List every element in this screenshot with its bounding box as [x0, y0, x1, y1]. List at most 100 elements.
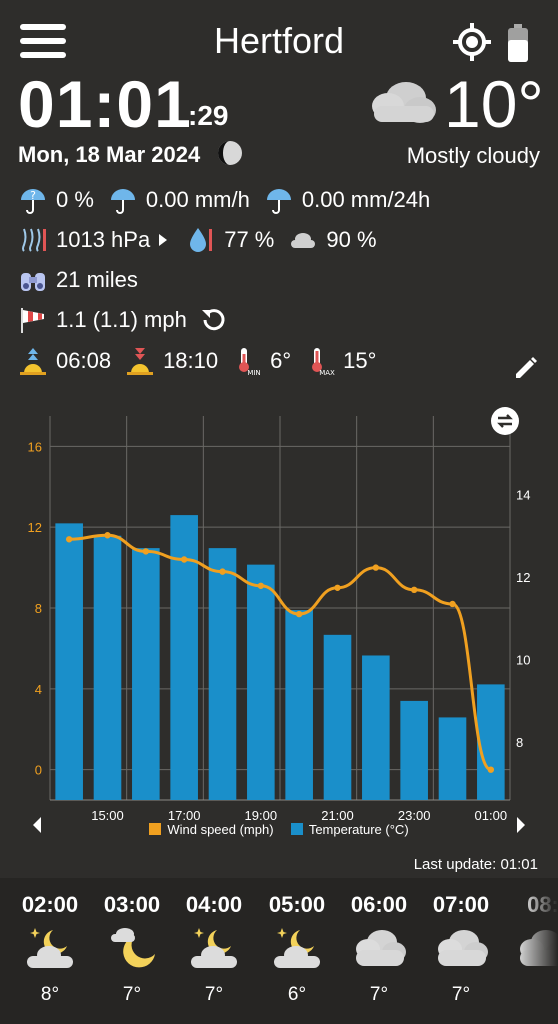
forecast-time: 05:00	[268, 892, 326, 917]
hourly-chart: 0 4 8 12 16 8 10 12 14 15:00 17:00 19:00 21:00 23:00 0…	[28, 416, 530, 823]
wind-speed-point	[65, 536, 73, 543]
forecast-temp: 6°	[287, 984, 307, 1005]
temperature-bar	[362, 655, 390, 800]
x-tick-label: 15:00	[91, 808, 124, 823]
x-tick-label: 23:00	[398, 808, 431, 823]
wind-speed-point	[487, 766, 495, 773]
current-condition: Mostly cloudy	[406, 143, 540, 168]
precip-row: ? 0 % 0.00 mm/h 0.00 mm/24h	[18, 183, 444, 217]
temp-max-icon: MAX	[312, 348, 335, 376]
precip-chance-value: 0 %	[56, 187, 94, 212]
temp-max-value: 15°	[343, 348, 377, 373]
windsock-icon	[21, 308, 44, 333]
legend-temp-label: Temperature (°C)	[308, 822, 409, 837]
y-left-tick-label: 8	[35, 601, 42, 616]
current-seconds: :29	[188, 100, 229, 131]
cloud-icon	[356, 930, 406, 966]
pressure-trend-icon	[159, 234, 168, 246]
forecast-item[interactable]: 04:00 7°	[173, 878, 255, 1024]
top-bar: Hertford	[0, 0, 558, 80]
forecast-item[interactable]: 06:00 7°	[338, 878, 420, 1024]
x-tick-label: 01:00	[475, 808, 508, 823]
sun-temp-row: 06:08 18:10 MIN 6° MAX 15°	[18, 344, 390, 378]
y-left-tick-label: 4	[35, 682, 42, 697]
locate-icon[interactable]	[452, 22, 492, 62]
wind-speed-point	[104, 532, 111, 539]
wind-speed-point	[257, 582, 265, 589]
wind-speed-point	[180, 556, 188, 563]
pressure-row: 1013 hPa 77 % 90 %	[18, 223, 391, 257]
current-time: 01:01	[18, 67, 192, 141]
precip-chance-icon: ?	[21, 189, 45, 214]
cloud-icon	[372, 82, 436, 123]
temp-min-icon: MIN	[239, 348, 261, 376]
pressure-value: 1013 hPa	[56, 227, 151, 252]
wind-speed-point	[410, 586, 418, 594]
umbrella-24h-icon	[266, 189, 291, 214]
swap-chart-icon[interactable]	[490, 406, 520, 436]
y-right-tick-label: 8	[516, 735, 523, 750]
precip-24h-value: 0.00 mm/24h	[301, 187, 431, 212]
partly-cloudy-night-icon	[27, 928, 73, 968]
temperature-bar	[400, 700, 428, 800]
legend-wind-swatch	[149, 823, 162, 835]
chart-next-arrow-icon[interactable]	[514, 816, 528, 834]
humidity-value: 77 %	[224, 227, 275, 252]
wind-speed-point	[295, 610, 303, 618]
hourly-forecast[interactable]: 02:00 8° 03:00 7° 04:00 7° 05:00	[0, 878, 558, 1024]
temperature-bar	[323, 634, 352, 800]
forecast-time: 02:00	[21, 892, 79, 917]
wind-speed-point	[142, 548, 150, 555]
last-update: Last update: 01:01	[413, 856, 538, 873]
binoculars-icon	[21, 273, 45, 291]
moon-phase-icon	[218, 141, 242, 165]
sunrise-value: 06:08	[56, 348, 112, 373]
forecast-temp: 7°	[204, 984, 224, 1005]
chart-prev-arrow-icon[interactable]	[30, 816, 44, 834]
svg-text:MIN: MIN	[247, 369, 260, 376]
precip-rate-value: 0.00 mm/h	[145, 187, 250, 212]
y-right-tick-label: 14	[516, 487, 530, 502]
sunset-icon	[127, 348, 154, 375]
forecast-time: 07:00	[432, 892, 490, 917]
visibility-row: 21 miles	[18, 263, 152, 297]
edit-pencil-icon[interactable]	[512, 354, 540, 382]
chart-legend: Wind speed (mph) Temperature (°C)	[0, 822, 558, 837]
x-tick-label: 19:00	[245, 808, 278, 823]
forecast-item[interactable]: 07:00 7°	[420, 878, 502, 1024]
visibility-value: 21 miles	[56, 267, 138, 292]
y-right-tick-label: 12	[516, 570, 530, 585]
svg-text:MAX: MAX	[319, 369, 335, 376]
temperature-bar	[208, 548, 237, 800]
y-left-tick-label: 0	[35, 763, 42, 778]
pressure-icon	[22, 228, 46, 252]
forecast-temp: 7°	[451, 984, 471, 1005]
current-date: Mon, 18 Mar 2024	[18, 142, 201, 167]
y-right-tick-label: 10	[516, 653, 530, 668]
temp-min-value: 6°	[270, 348, 292, 373]
svg-text:?: ?	[30, 189, 36, 202]
forecast-item[interactable]: 02:00 8°	[9, 878, 91, 1024]
x-tick-label: 21:00	[321, 808, 354, 823]
wind-speed-point	[372, 564, 380, 571]
partly-cloudy-night-icon	[191, 928, 237, 968]
partly-cloudy-night-icon	[274, 928, 320, 968]
battery-icon	[508, 24, 528, 62]
wind-row: 1.1 (1.1) mph	[18, 303, 235, 337]
refresh-icon[interactable]	[201, 307, 227, 333]
forecast-temp: 7°	[369, 984, 389, 1005]
wind-speed-point	[219, 568, 226, 575]
sunset-value: 18:10	[163, 348, 219, 373]
temperature-bar	[93, 535, 122, 800]
x-tick-label: 17:00	[168, 808, 201, 823]
city-name[interactable]: Hertford	[213, 20, 345, 61]
wind-value: 1.1 (1.1) mph	[56, 307, 187, 332]
y-left-tick-label: 12	[28, 520, 42, 535]
temperature-bar	[132, 548, 160, 800]
sunrise-icon	[20, 348, 46, 375]
forecast-item[interactable]: 03:00 7°	[91, 878, 173, 1024]
menu-icon[interactable]	[20, 24, 66, 58]
scroll-fade	[518, 878, 558, 1024]
forecast-item[interactable]: 05:00 6°	[256, 878, 338, 1024]
wind-speed-point	[334, 584, 341, 591]
